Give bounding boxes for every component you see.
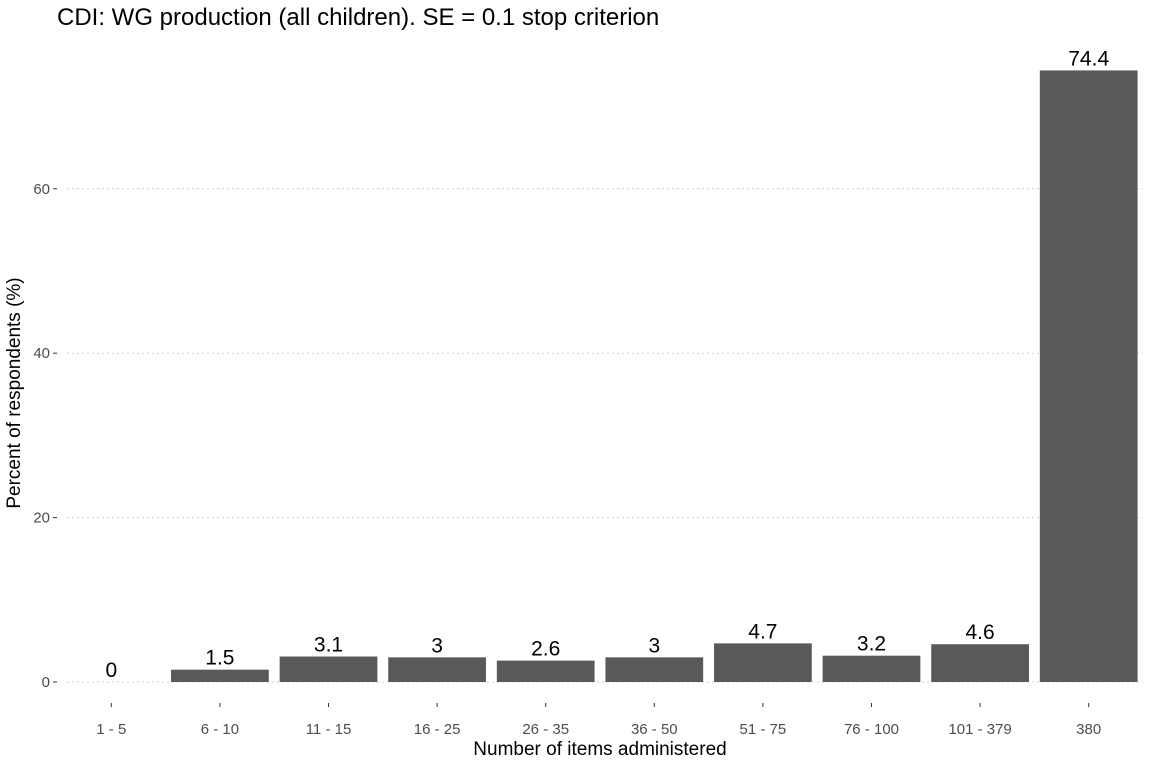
bar-value-label: 4.6 — [965, 621, 994, 644]
bar — [171, 669, 269, 682]
x-tick-label: 26 - 35 — [522, 721, 569, 738]
bar — [931, 644, 1029, 682]
bar — [1039, 70, 1138, 682]
x-tick-label: 36 - 50 — [631, 721, 678, 738]
bar-value-label: 4.7 — [748, 620, 777, 643]
x-tick-label: 11 - 15 — [306, 721, 352, 738]
bar — [388, 657, 486, 682]
y-tick-label: 40 — [33, 345, 50, 362]
bar-value-label: 3 — [431, 634, 443, 657]
data-labels: 0 1.5 3.1 3 2.6 3 4.7 3.2 4.6 74.4 — [105, 47, 1109, 682]
bar — [605, 657, 704, 682]
bar-value-label: 3.1 — [314, 634, 343, 657]
bar — [714, 643, 812, 682]
x-axis-label: Number of items administered — [473, 739, 727, 760]
bar — [496, 660, 595, 682]
bar-value-label: 0 — [105, 659, 117, 682]
bar-value-label: 3 — [648, 634, 660, 657]
x-tick-label: 101 - 379 — [948, 721, 1011, 738]
chart-title: CDI: WG production (all children). SE = … — [57, 4, 660, 31]
x-tick-label: 1 - 5 — [96, 721, 126, 738]
grid-lines — [67, 188, 1143, 683]
y-tick-label: 20 — [33, 510, 50, 527]
x-tick-label: 76 - 100 — [844, 721, 899, 738]
x-axis-ticks: 1 - 5 6 - 10 11 - 15 16 - 25 26 - 35 36 - 50 5… — [96, 703, 1101, 738]
y-tick-label: 60 — [33, 181, 50, 198]
y-axis-label: Percent of respondents (%) — [4, 277, 25, 509]
x-tick-label: 51 - 75 — [740, 721, 787, 738]
x-tick-label: 380 — [1076, 721, 1101, 738]
bar-value-label: 2.6 — [531, 638, 560, 661]
bar-value-label: 3.2 — [857, 633, 886, 656]
bar — [279, 656, 378, 682]
y-axis-ticks: 0 20 40 60 — [33, 181, 57, 691]
x-tick-label: 6 - 10 — [201, 721, 239, 738]
bars — [171, 70, 1138, 682]
bar — [822, 655, 921, 682]
x-tick-label: 16 - 25 — [414, 721, 461, 738]
bar-value-label: 74.4 — [1068, 47, 1109, 70]
bar-value-label: 1.5 — [205, 647, 234, 670]
y-tick-label: 0 — [42, 674, 50, 691]
